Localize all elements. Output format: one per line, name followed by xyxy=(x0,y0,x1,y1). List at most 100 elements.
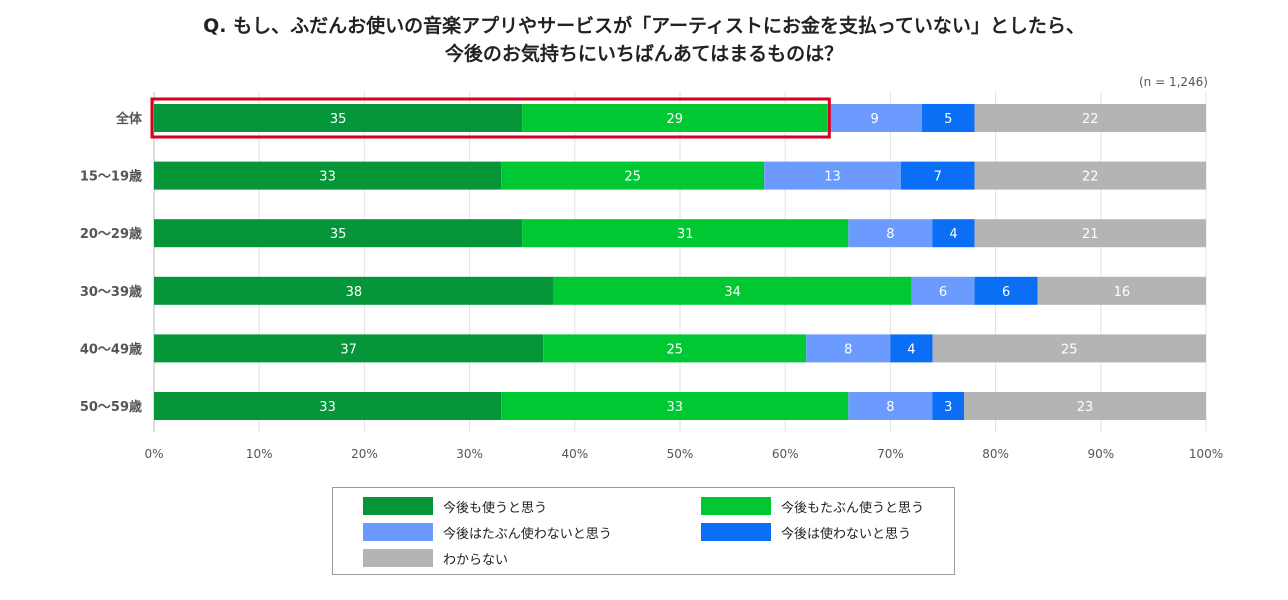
x-tick-label: 90% xyxy=(1087,447,1114,461)
category-label: 40〜49歳 xyxy=(80,341,142,357)
legend-item: 今後はたぶん使わないと思う xyxy=(363,522,612,542)
x-tick-label: 50% xyxy=(667,447,694,461)
bar-segment xyxy=(501,161,765,190)
bars xyxy=(154,104,1206,420)
data-label: 31 xyxy=(677,227,694,242)
bar-segment xyxy=(154,334,544,363)
bar-segment xyxy=(553,276,912,305)
chart-title-line-1: Q. もし、ふだんお使いの音楽アプリやサービスが「アーティストにお金を支払ってい… xyxy=(203,15,1085,37)
bar-segment xyxy=(154,219,523,248)
bar-segment xyxy=(154,392,502,420)
data-label: 34 xyxy=(724,285,741,300)
x-tick-label: 40% xyxy=(561,447,588,461)
data-label: 33 xyxy=(666,400,683,415)
legend-swatch xyxy=(701,523,771,541)
legend-label: 今後もたぶん使うと思う xyxy=(781,500,925,516)
x-tick-label: 60% xyxy=(772,447,799,461)
bar-segment xyxy=(974,276,1038,305)
legend-item: 今後も使うと思う xyxy=(363,496,547,516)
x-tick-label: 10% xyxy=(246,447,273,461)
bar-segment xyxy=(848,392,933,420)
category-label: 30〜39歳 xyxy=(80,284,142,300)
bar-segment xyxy=(932,219,975,248)
category-label: 20〜29歳 xyxy=(80,226,142,242)
bar-segment xyxy=(154,161,502,190)
bar-segment xyxy=(900,161,975,190)
data-label: 8 xyxy=(886,400,894,415)
data-label: 4 xyxy=(907,342,915,357)
legend-label: わからない xyxy=(443,552,509,568)
data-label: 33 xyxy=(319,400,336,415)
grid-lines xyxy=(153,92,1207,432)
legend-swatch xyxy=(701,497,771,515)
category-label: 全体 xyxy=(115,111,143,127)
legend-swatch xyxy=(363,523,433,541)
bar-segment xyxy=(932,392,965,420)
data-label: 3 xyxy=(944,400,952,415)
data-label: 25 xyxy=(666,342,683,357)
legend-label: 今後はたぶん使わないと思う xyxy=(443,526,612,542)
bar-segment xyxy=(522,104,828,132)
data-label: 21 xyxy=(1082,227,1099,242)
bar-segment xyxy=(921,104,975,132)
data-label: 5 xyxy=(944,112,952,127)
bar-segment xyxy=(154,276,554,305)
data-label: 33 xyxy=(319,170,336,185)
stacked-bar-chart: 0% 10% 20% 30% 40% 50% 60% 70% 80% 90% 100%全体 35 29 9… xyxy=(80,92,1223,461)
x-tick-label: 70% xyxy=(877,447,904,461)
bar-segment xyxy=(1037,276,1206,305)
x-tick-label: 30% xyxy=(456,447,483,461)
data-label: 38 xyxy=(346,285,363,300)
data-label: 6 xyxy=(1002,285,1010,300)
data-label: 6 xyxy=(939,285,947,300)
data-label: 23 xyxy=(1077,400,1094,415)
bar-segment xyxy=(911,276,975,305)
legend-swatch xyxy=(363,549,433,567)
bar-segment xyxy=(974,161,1206,190)
bar-segment xyxy=(974,104,1206,132)
chart-title-line-2: 今後のお気持ちにいちばんあてはまるものは？ xyxy=(444,43,844,65)
data-label: 8 xyxy=(844,342,852,357)
legend: 今後も使うと思う 今後もたぶん使うと思う今後はたぶん使わないと思う 今後は使わないと… xyxy=(332,487,955,575)
legend-label: 今後も使うと思う xyxy=(443,500,548,516)
x-tick-label: 0% xyxy=(144,447,163,461)
data-label: 37 xyxy=(340,342,357,357)
category-label: 50〜59歳 xyxy=(80,399,142,415)
data-label: 22 xyxy=(1082,170,1099,185)
sample-size-note: (n = 1,246) xyxy=(1138,75,1208,89)
data-label: 35 xyxy=(330,112,347,127)
legend-item: わからない xyxy=(363,548,508,568)
category-label: 15〜19歳 xyxy=(80,169,142,185)
bar-segment xyxy=(974,219,1206,248)
data-label: 25 xyxy=(1061,342,1078,357)
data-label: 22 xyxy=(1082,112,1099,127)
data-label: 4 xyxy=(949,227,957,242)
labels: 0% 10% 20% 30% 40% 50% 60% 70% 80% 90% 100%全体 35 29 9… xyxy=(80,97,1223,461)
bar-segment xyxy=(932,334,1206,363)
data-label: 8 xyxy=(886,227,894,242)
bar-segment xyxy=(848,219,933,248)
data-label: 35 xyxy=(330,227,347,242)
data-label: 29 xyxy=(666,112,683,127)
data-label: 25 xyxy=(624,170,641,185)
bar-segment xyxy=(964,392,1206,420)
bar-segment xyxy=(543,334,807,363)
x-tick-label: 80% xyxy=(982,447,1009,461)
data-label: 16 xyxy=(1114,285,1131,300)
bar-segment xyxy=(764,161,901,190)
data-label: 13 xyxy=(824,170,841,185)
x-tick-label: 100% xyxy=(1189,447,1223,461)
highlight-box xyxy=(150,97,831,139)
bar-segment xyxy=(806,334,891,363)
bar-segment xyxy=(522,219,849,248)
legend-swatch xyxy=(363,497,433,515)
x-tick-label: 20% xyxy=(351,447,378,461)
legend-item: 今後は使わないと思う xyxy=(701,522,911,542)
legend-label: 今後は使わないと思う xyxy=(781,526,912,542)
bar-segment xyxy=(154,104,523,132)
bar-segment xyxy=(890,334,933,363)
data-label: 9 xyxy=(870,112,878,127)
bar-segment xyxy=(501,392,849,420)
bar-segment xyxy=(827,104,922,132)
chart-title: Q. もし、ふだんお使いの音楽アプリやサービスが「アーティストにお金を支払ってい… xyxy=(0,12,1288,68)
